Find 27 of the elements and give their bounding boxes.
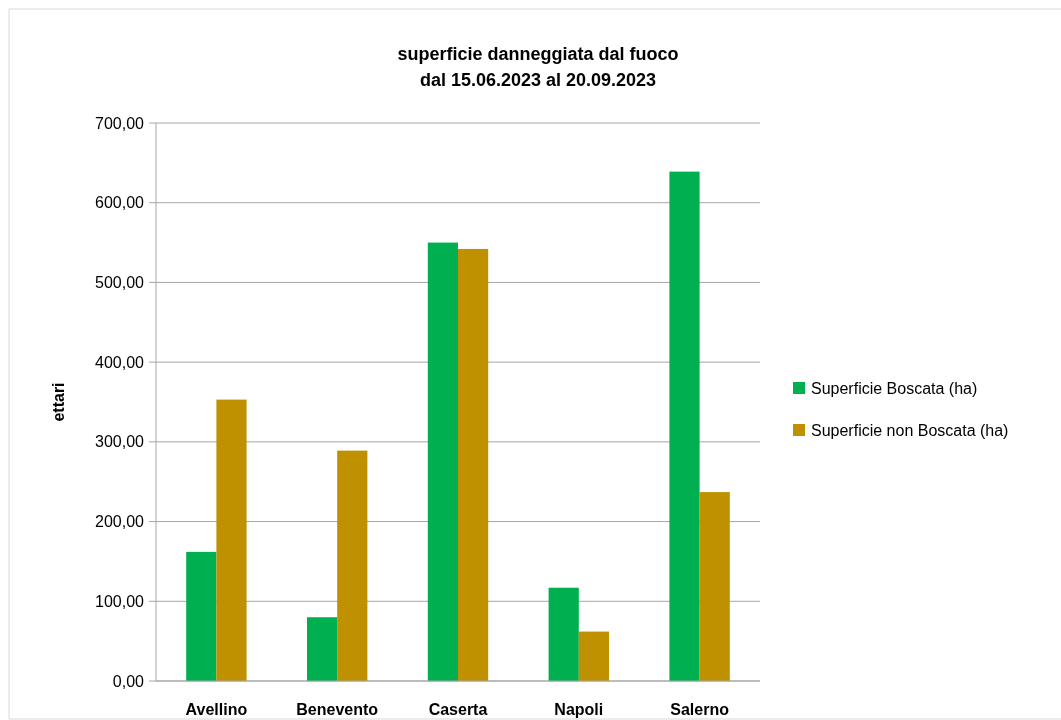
bar	[669, 171, 700, 681]
bar	[427, 242, 458, 681]
legend-label: Superficie Boscata (ha)	[811, 379, 978, 397]
x-tick-label: Benevento	[296, 701, 379, 718]
legend-label: Superficie non Boscata (ha)	[811, 421, 1009, 439]
y-tick-label: 300,00	[95, 433, 145, 451]
y-tick-label: 600,00	[95, 194, 145, 212]
bar	[186, 551, 217, 681]
y-tick-label: 100,00	[95, 592, 145, 610]
bar	[458, 248, 489, 681]
y-tick-label: 0,00	[112, 672, 145, 690]
y-tick-label: 500,00	[95, 274, 145, 292]
y-tick-label: 200,00	[95, 513, 145, 531]
bar	[307, 617, 338, 681]
bar	[216, 399, 247, 681]
bar	[578, 631, 609, 681]
y-axis-title: ettari	[50, 382, 67, 422]
y-tick-label: 700,00	[95, 114, 145, 132]
x-tick-label: Avellino	[185, 701, 248, 718]
x-tick-label: Salerno	[670, 701, 730, 718]
bar	[337, 450, 368, 681]
bar	[699, 492, 730, 681]
chart-title: superficie danneggiata dal fuoco dal 15.06.2023 al 20.09.2023	[397, 44, 679, 90]
bar	[548, 587, 579, 681]
x-tick-label: Napoli	[554, 701, 604, 718]
y-tick-label: 400,00	[95, 353, 145, 371]
x-tick-label: Caserta	[428, 701, 488, 718]
